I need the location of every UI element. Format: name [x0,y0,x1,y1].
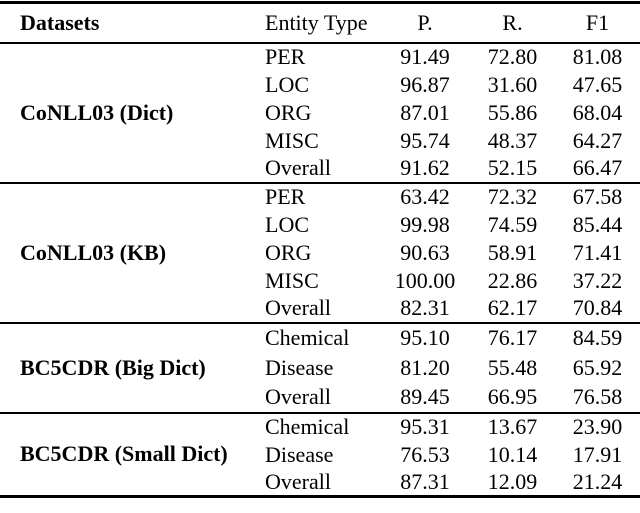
table-row: Overall 89.45 66.95 76.58 [0,383,640,413]
entity-type-cell: ORG [265,99,312,125]
entity-type-cell: LOC [265,71,309,97]
recall-cell: 62.17 [487,295,538,320]
precision-cell: 91.49 [400,44,450,69]
f1-cell: 67.58 [572,184,623,209]
recall-cell: 66.95 [487,384,538,409]
table-row: MISC 100.00 22.86 37.22 [0,267,640,295]
dataset-label: CoNLL03 (Dict) [20,99,174,125]
precision-cell: 81.20 [400,354,450,380]
header-f1: F1 [555,2,640,44]
table-row: Disease 76.53 10.14 17.91 [0,441,640,469]
f1-cell: 71.41 [572,239,623,265]
f1-cell: 17.91 [572,441,623,467]
table-row: ORG 90.63 58.91 71.41 [0,239,640,267]
precision-cell: 99.98 [400,211,450,237]
section-bc5cdr-big-dict: BC5CDR (Big Dict) Chemical 95.10 76.17 8… [0,322,640,413]
f1-cell: 47.65 [572,71,623,97]
recall-cell: 74.59 [487,211,538,237]
entity-type-cell: PER [265,44,306,69]
recall-cell: 10.14 [487,441,538,467]
precision-cell: 76.53 [400,441,450,467]
entity-type-cell: Disease [265,354,334,380]
recall-cell: 58.91 [487,239,538,265]
table-row: BC5CDR (Big Dict) Chemical 95.10 76.17 8… [0,323,640,380]
f1-cell: 70.84 [572,295,623,320]
table-row: ORG 87.01 55.86 68.04 [0,99,640,127]
entity-type-cell: Overall [265,384,331,409]
table-row: CoNLL03 (Dict) PER 91.49 72.80 81.08 [0,43,640,125]
recall-cell: 72.32 [487,184,538,209]
recall-cell: 12.09 [487,468,538,494]
recall-cell: 72.80 [487,44,538,69]
f1-cell: 68.04 [572,99,623,125]
header-recall: R. [470,2,555,44]
entity-type-cell: Chemical [265,325,350,350]
recall-cell: 55.86 [487,99,538,125]
precision-cell: 63.42 [400,184,450,209]
table-row: Overall 82.31 62.17 70.84 [0,295,640,323]
table-row: Overall 87.31 12.09 21.24 [0,469,640,497]
recall-cell: 76.17 [487,325,538,350]
entity-type-cell: MISC [265,267,319,293]
precision-cell: 82.31 [400,295,450,320]
precision-cell: 90.63 [400,239,450,265]
recall-cell: 52.15 [487,155,538,180]
entity-type-cell: Overall [265,155,331,180]
header-datasets: Datasets [0,2,245,44]
f1-cell: 23.90 [572,414,623,439]
f1-cell: 76.58 [572,384,623,409]
header-entity-type: Entity Type [245,2,380,44]
f1-cell: 81.08 [572,44,623,69]
section-conll03-kb: CoNLL03 (KB) PER 63.42 72.32 67.58 LOC 9… [0,182,640,323]
entity-type-cell: Overall [265,468,331,494]
precision-cell: 87.01 [400,99,450,125]
entity-type-cell: LOC [265,211,309,237]
f1-cell: 37.22 [572,267,623,293]
entity-type-cell: ORG [265,239,312,265]
header-row: Datasets Entity Type P. R. F1 [0,2,640,44]
f1-cell: 84.59 [572,325,623,350]
table-row: CoNLL03 (KB) PER 63.42 72.32 67.58 [0,183,640,265]
header-precision: P. [380,2,470,44]
recall-cell: 48.37 [487,127,538,153]
f1-cell: 66.47 [572,155,623,180]
precision-cell: 95.10 [400,325,450,350]
precision-cell: 89.45 [400,384,450,409]
table-row: BC5CDR (Small Dict) Chemical 95.31 13.67… [0,413,640,466]
table-row: MISC 95.74 48.37 64.27 [0,127,640,155]
recall-cell: 55.48 [487,354,538,380]
table-header: Datasets Entity Type P. R. F1 [0,2,640,44]
entity-type-cell: Overall [265,295,331,320]
section-conll03-dict: CoNLL03 (Dict) PER 91.49 72.80 81.08 LOC… [0,43,640,183]
precision-cell: 100.00 [394,267,456,293]
dataset-label: CoNLL03 (KB) [20,239,167,265]
recall-cell: 31.60 [487,71,538,97]
entity-type-cell: PER [265,184,306,209]
entity-type-cell: MISC [265,127,319,153]
recall-cell: 13.67 [487,414,538,439]
recall-cell: 22.86 [487,267,538,293]
table-row: Overall 91.62 52.15 66.47 [0,155,640,183]
results-table: Datasets Entity Type P. R. F1 CoNLL03 (D… [0,1,640,498]
f1-cell: 64.27 [572,127,623,153]
table-row: Disease 81.20 55.48 65.92 [0,353,640,383]
entity-type-cell: Disease [265,441,334,467]
precision-cell: 95.31 [400,414,450,439]
f1-cell: 65.92 [572,354,623,380]
precision-cell: 87.31 [400,468,450,494]
entity-type-cell: Chemical [265,414,350,439]
f1-cell: 85.44 [572,211,623,237]
dataset-label: BC5CDR (Big Dict) [20,354,206,380]
table-row: LOC 99.98 74.59 85.44 [0,211,640,239]
precision-cell: 96.87 [400,71,450,97]
precision-cell: 95.74 [400,127,450,153]
table-row: LOC 96.87 31.60 47.65 [0,71,640,99]
section-bc5cdr-small-dict: BC5CDR (Small Dict) Chemical 95.31 13.67… [0,412,640,497]
f1-cell: 21.24 [572,468,623,494]
precision-cell: 91.62 [400,155,450,180]
dataset-label: BC5CDR (Small Dict) [20,441,228,467]
